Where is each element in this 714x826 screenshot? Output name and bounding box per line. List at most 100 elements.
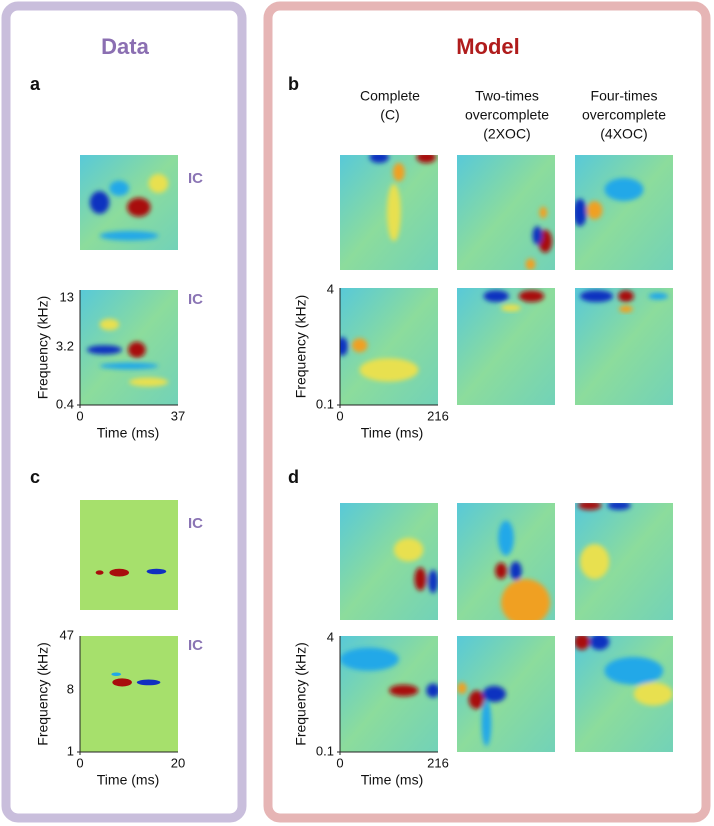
blob — [387, 183, 401, 242]
unit-label: IC — [188, 170, 203, 187]
panel-letter: b — [288, 74, 299, 94]
spectrogram-body — [575, 288, 673, 405]
model-title: Model — [456, 34, 520, 59]
blob — [501, 304, 521, 312]
y-axis-label: Frequency (kHz) — [293, 295, 309, 398]
blob — [99, 231, 159, 241]
spectrogram-body — [340, 288, 438, 405]
spectrogram-body — [457, 288, 555, 405]
blob — [532, 226, 543, 245]
blob — [579, 290, 614, 303]
blob — [648, 292, 669, 300]
blob — [393, 538, 424, 562]
spectrogram — [457, 636, 555, 752]
blob — [86, 345, 123, 355]
panel-letter: d — [288, 467, 299, 487]
spectrogram-bg — [80, 500, 178, 610]
spectrogram — [575, 288, 673, 405]
blob — [128, 341, 146, 358]
x-axis-label: Time (ms) — [97, 425, 159, 441]
y-axis-label: Frequency (kHz) — [35, 642, 51, 745]
blob — [89, 191, 110, 214]
x-axis-label: Time (ms) — [361, 772, 423, 788]
spectrogram-body — [340, 155, 438, 270]
spectrogram-bg — [457, 155, 555, 270]
unit-label: IC — [188, 291, 203, 308]
blob — [604, 178, 644, 201]
blob — [604, 656, 664, 685]
x-tick-label: 0 — [76, 408, 83, 423]
blob — [619, 305, 633, 313]
spectrogram-bg — [340, 503, 438, 620]
blob — [607, 503, 631, 511]
spectrogram-body — [80, 155, 178, 250]
spectrogram — [340, 155, 438, 270]
y-tick-label: 3.2 — [56, 338, 74, 353]
y-tick-label: 1 — [67, 743, 74, 758]
x-tick-label: 216 — [427, 755, 449, 770]
data-title: Data — [101, 34, 149, 59]
blob — [482, 685, 506, 703]
blob — [577, 503, 602, 511]
column-header: (C) — [380, 107, 399, 123]
y-tick-label: 13 — [60, 289, 74, 304]
spectrogram — [80, 500, 178, 610]
x-axis-label: Time (ms) — [361, 425, 423, 441]
blobs — [575, 178, 644, 227]
column-header: overcomplete — [582, 107, 666, 123]
blob — [340, 647, 399, 671]
blob — [389, 684, 419, 697]
blob — [109, 568, 129, 577]
spectrogram-body — [457, 155, 555, 270]
blob — [481, 699, 492, 747]
blob — [340, 337, 348, 356]
spectrogram — [575, 503, 673, 620]
y-tick-label: 4 — [327, 281, 334, 296]
spectrogram — [575, 636, 673, 752]
blobs — [89, 174, 169, 241]
blob — [539, 206, 548, 219]
spectrogram-body — [340, 503, 438, 620]
spectrogram — [457, 503, 555, 620]
spectrogram — [340, 636, 438, 752]
blobs — [95, 568, 167, 577]
spectrogram-body — [80, 290, 178, 405]
blob — [579, 543, 610, 580]
y-tick-label: 8 — [67, 681, 74, 696]
blobs — [86, 318, 169, 387]
x-tick-label: 0 — [336, 755, 343, 770]
blob — [136, 679, 161, 686]
spectrogram-body — [575, 503, 673, 620]
blobs — [577, 503, 631, 580]
spectrogram — [340, 288, 438, 405]
blob — [495, 562, 507, 580]
data-box — [1, 1, 247, 823]
blob — [618, 290, 634, 303]
blob — [457, 682, 467, 694]
blob — [414, 567, 427, 591]
x-tick-label: 0 — [336, 408, 343, 423]
column-header: Four-times — [591, 88, 658, 104]
panel-letter: c — [30, 467, 40, 487]
blob — [525, 258, 536, 270]
blob — [575, 636, 590, 650]
blob — [416, 155, 437, 164]
blob — [95, 570, 104, 575]
column-header: (2XOC) — [483, 126, 530, 142]
spectrogram — [457, 288, 555, 405]
blobs — [579, 290, 669, 313]
blob — [633, 682, 673, 706]
blob — [99, 362, 159, 370]
blob — [359, 358, 419, 382]
blob — [146, 568, 167, 575]
blob — [369, 155, 389, 164]
blob — [589, 636, 610, 650]
unit-label: IC — [188, 515, 203, 532]
x-tick-label: 0 — [76, 755, 83, 770]
unit-label: IC — [188, 637, 203, 654]
spectrogram-body — [340, 636, 438, 752]
blob — [129, 377, 169, 387]
spectrogram-bg — [80, 636, 178, 752]
